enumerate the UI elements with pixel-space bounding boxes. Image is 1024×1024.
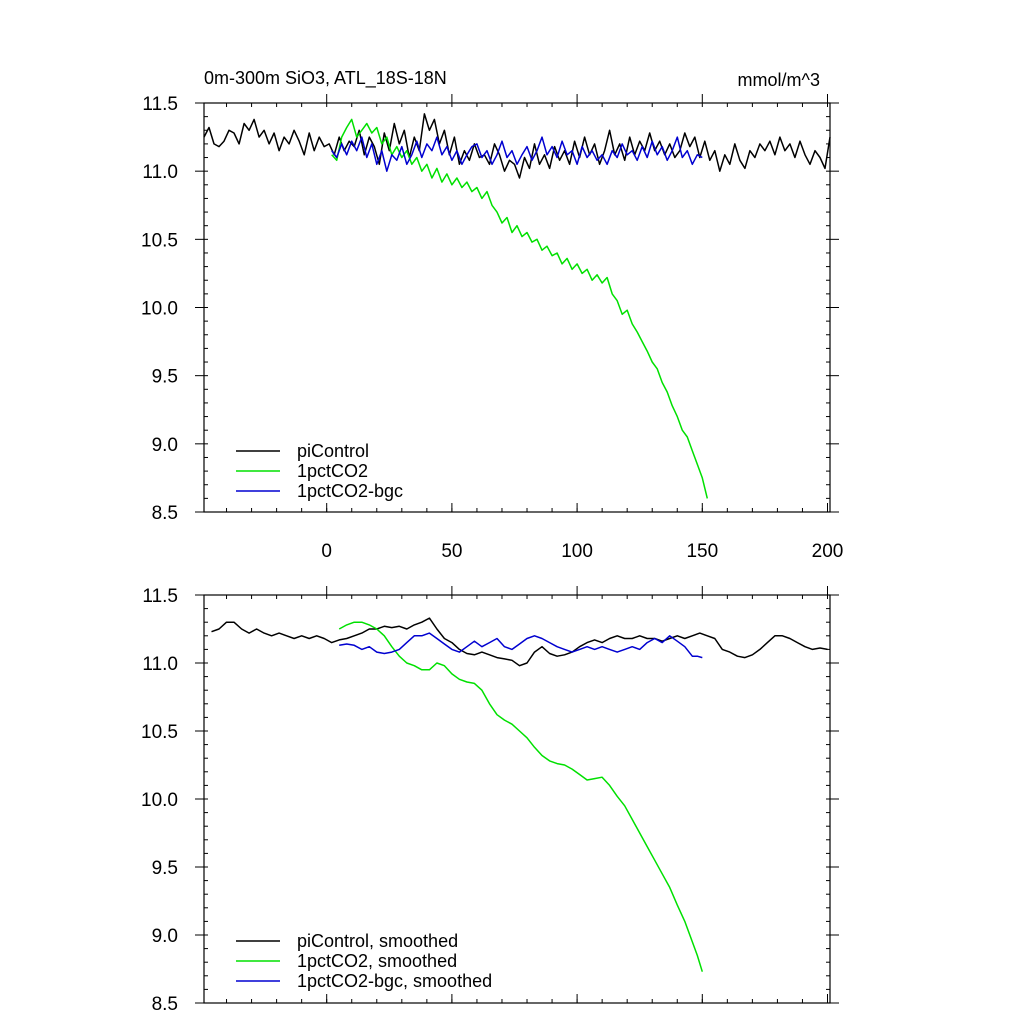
y-tick-label: 10.0 — [141, 790, 178, 811]
y-tick-label: 9.5 — [152, 858, 178, 879]
y-tick-label: 11.0 — [142, 162, 178, 183]
series-line-picontrol — [203, 113, 831, 179]
legend-label: piControl — [297, 441, 369, 461]
series-line-1pctco2 — [331, 118, 709, 499]
series-line-1pctco2-bgc-smoothed — [339, 632, 703, 659]
x-tick-label: 50 — [441, 541, 462, 562]
units-label: mmol/m^3 — [738, 70, 820, 90]
chart-title: 0m-300m SiO3, ATL_18S-18N — [204, 68, 447, 89]
legend-label: 1pctCO2 — [297, 461, 368, 481]
x-tick-label: 100 — [561, 541, 593, 562]
legend-label: 1pctCO2-bgc, smoothed — [297, 971, 492, 991]
y-tick-label: 8.5 — [152, 503, 178, 524]
series-line-picontrol-smoothed — [211, 617, 828, 667]
y-tick-label: 11.5 — [142, 586, 178, 607]
x-tick-label: 200 — [812, 541, 844, 562]
top-panel: 8.5 9.0 9.5 10.0 10.5 11.0 11.5 0 50 100 150 200 piC… — [141, 94, 843, 562]
y-tick-label: 10.0 — [141, 299, 178, 320]
legend-label: piControl, smoothed — [297, 931, 458, 951]
x-tick-label: 150 — [686, 541, 718, 562]
y-tick-label: 9.5 — [152, 367, 178, 388]
y-tick-label: 11.5 — [142, 94, 178, 115]
y-tick-label: 9.0 — [152, 926, 178, 947]
legend-label: 1pctCO2, smoothed — [297, 951, 457, 971]
bottom-panel: 8.5 9.0 9.5 10.0 10.5 11.0 11.5 piControl, smoo… — [141, 586, 839, 1015]
series-line-1pctco2-smoothed — [338, 621, 704, 972]
y-tick-label: 10.5 — [141, 230, 178, 251]
y-tick-label: 11.0 — [142, 654, 178, 675]
y-tick-label: 8.5 — [152, 994, 178, 1015]
x-tick-label: 0 — [321, 541, 332, 562]
y-tick-label: 9.0 — [152, 435, 178, 456]
legend-label: 1pctCO2-bgc — [297, 481, 403, 501]
y-tick-label: 10.5 — [141, 722, 178, 743]
series-line-1pctco2-bgc — [331, 136, 703, 172]
